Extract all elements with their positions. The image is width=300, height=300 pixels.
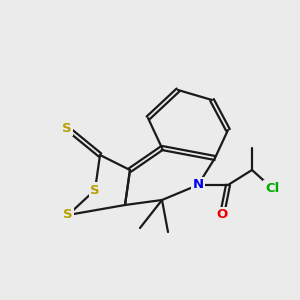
- Text: N: N: [192, 178, 204, 191]
- Text: O: O: [216, 208, 228, 221]
- Text: S: S: [63, 208, 73, 221]
- Text: S: S: [62, 122, 72, 134]
- Text: Cl: Cl: [265, 182, 279, 194]
- Text: S: S: [90, 184, 100, 196]
